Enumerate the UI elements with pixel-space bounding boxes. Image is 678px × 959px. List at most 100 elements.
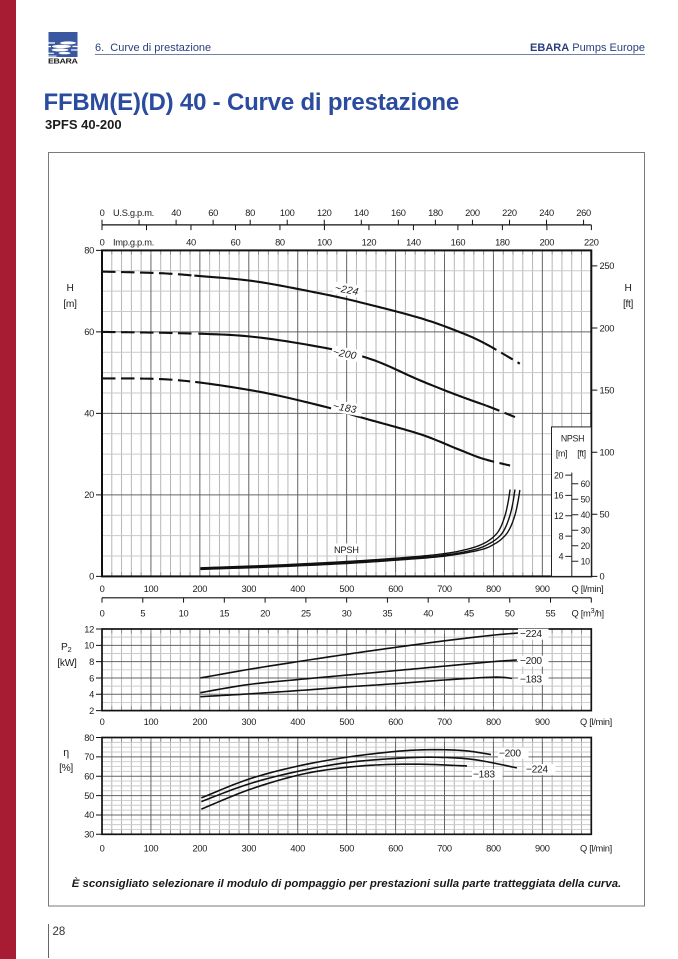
svg-text:100: 100 bbox=[144, 843, 159, 853]
svg-text:500: 500 bbox=[339, 584, 354, 594]
svg-text:8: 8 bbox=[89, 657, 94, 667]
svg-text:220: 220 bbox=[502, 208, 517, 218]
svg-text:25: 25 bbox=[301, 608, 311, 618]
svg-text:160: 160 bbox=[451, 237, 466, 247]
svg-text:180: 180 bbox=[495, 237, 510, 247]
svg-text:η: η bbox=[63, 747, 69, 759]
svg-text:150: 150 bbox=[600, 385, 615, 395]
svg-text:[ft]: [ft] bbox=[577, 449, 586, 459]
svg-text:800: 800 bbox=[486, 843, 501, 853]
svg-text:NPSH: NPSH bbox=[334, 545, 359, 555]
svg-text:60: 60 bbox=[581, 479, 591, 489]
svg-text:0: 0 bbox=[100, 208, 105, 218]
svg-text:160: 160 bbox=[391, 208, 406, 218]
svg-text:40: 40 bbox=[581, 510, 591, 520]
svg-text:220: 220 bbox=[584, 237, 599, 247]
svg-text:Q [l/min]: Q [l/min] bbox=[580, 717, 612, 727]
svg-text:0: 0 bbox=[100, 237, 105, 247]
svg-text:30: 30 bbox=[581, 525, 591, 535]
svg-text:200: 200 bbox=[193, 843, 208, 853]
svg-text:400: 400 bbox=[290, 717, 305, 727]
svg-text:−200: −200 bbox=[520, 656, 542, 667]
svg-text:40: 40 bbox=[84, 409, 94, 419]
svg-text:500: 500 bbox=[339, 717, 354, 727]
svg-text:12: 12 bbox=[554, 511, 564, 521]
svg-text:80: 80 bbox=[275, 237, 285, 247]
svg-text:30: 30 bbox=[84, 830, 94, 840]
svg-text:80: 80 bbox=[245, 208, 255, 218]
svg-text:20: 20 bbox=[554, 470, 564, 480]
svg-text:H: H bbox=[66, 283, 73, 294]
svg-text:[kW]: [kW] bbox=[57, 658, 77, 669]
svg-text:40: 40 bbox=[186, 237, 196, 247]
svg-text:6: 6 bbox=[89, 673, 94, 683]
svg-text:16: 16 bbox=[554, 491, 564, 501]
svg-text:5: 5 bbox=[140, 608, 145, 618]
svg-text:~183: ~183 bbox=[332, 401, 357, 416]
svg-text:−224: −224 bbox=[526, 765, 548, 776]
svg-text:30: 30 bbox=[342, 608, 352, 618]
svg-text:2: 2 bbox=[89, 706, 94, 716]
svg-text:Q [m3/h]: Q [m3/h] bbox=[572, 606, 604, 619]
svg-text:400: 400 bbox=[290, 584, 305, 594]
svg-text:0: 0 bbox=[600, 572, 605, 582]
svg-text:10: 10 bbox=[179, 608, 189, 618]
svg-text:20: 20 bbox=[84, 490, 94, 500]
svg-text:4: 4 bbox=[89, 690, 94, 700]
svg-text:Q [l/min]: Q [l/min] bbox=[580, 843, 612, 853]
svg-text:0: 0 bbox=[100, 843, 105, 853]
svg-text:[%]: [%] bbox=[59, 763, 73, 774]
svg-text:Q [l/min]: Q [l/min] bbox=[572, 584, 604, 594]
svg-text:120: 120 bbox=[362, 237, 377, 247]
svg-text:120: 120 bbox=[317, 208, 332, 218]
svg-text:200: 200 bbox=[465, 208, 480, 218]
svg-text:60: 60 bbox=[231, 237, 241, 247]
svg-text:EBARA: EBARA bbox=[48, 58, 78, 65]
svg-text:240: 240 bbox=[539, 208, 554, 218]
svg-text:300: 300 bbox=[241, 843, 256, 853]
svg-text:15: 15 bbox=[219, 608, 229, 618]
svg-text:NPSH: NPSH bbox=[561, 434, 584, 444]
svg-text:−183: −183 bbox=[520, 674, 542, 685]
svg-text:8: 8 bbox=[559, 531, 564, 541]
svg-text:200: 200 bbox=[540, 237, 555, 247]
svg-text:300: 300 bbox=[241, 584, 256, 594]
svg-text:60: 60 bbox=[208, 208, 218, 218]
svg-text:0: 0 bbox=[100, 608, 105, 618]
svg-text:20: 20 bbox=[581, 541, 591, 551]
svg-text:500: 500 bbox=[339, 843, 354, 853]
svg-text:50: 50 bbox=[84, 791, 94, 801]
svg-text:20: 20 bbox=[260, 608, 270, 618]
svg-text:300: 300 bbox=[241, 717, 256, 727]
svg-text:H: H bbox=[624, 283, 631, 294]
svg-text:0: 0 bbox=[100, 717, 105, 727]
svg-text:50: 50 bbox=[581, 494, 591, 504]
svg-text:600: 600 bbox=[388, 843, 403, 853]
svg-text:100: 100 bbox=[144, 584, 159, 594]
svg-text:600: 600 bbox=[388, 584, 403, 594]
svg-text:~200: ~200 bbox=[332, 347, 357, 362]
svg-text:P2: P2 bbox=[61, 642, 72, 654]
svg-text:4: 4 bbox=[559, 552, 564, 562]
svg-text:50: 50 bbox=[505, 608, 515, 618]
svg-text:10: 10 bbox=[84, 641, 94, 651]
svg-text:0: 0 bbox=[100, 584, 105, 594]
svg-text:100: 100 bbox=[280, 208, 295, 218]
svg-text:[m]: [m] bbox=[556, 449, 567, 459]
svg-text:[m]: [m] bbox=[63, 299, 77, 310]
svg-text:40: 40 bbox=[84, 810, 94, 820]
svg-text:800: 800 bbox=[486, 584, 501, 594]
svg-text:40: 40 bbox=[171, 208, 181, 218]
svg-text:70: 70 bbox=[84, 752, 94, 762]
svg-text:250: 250 bbox=[600, 261, 615, 271]
svg-text:900: 900 bbox=[535, 584, 550, 594]
svg-text:180: 180 bbox=[428, 208, 443, 218]
svg-text:60: 60 bbox=[84, 772, 94, 782]
svg-text:100: 100 bbox=[144, 717, 159, 727]
svg-text:12: 12 bbox=[84, 624, 94, 634]
svg-text:U.S.g.p.m.: U.S.g.p.m. bbox=[113, 208, 154, 218]
svg-text:400: 400 bbox=[290, 843, 305, 853]
svg-text:50: 50 bbox=[600, 510, 610, 520]
svg-text:0: 0 bbox=[89, 572, 94, 582]
svg-text:45: 45 bbox=[464, 608, 474, 618]
